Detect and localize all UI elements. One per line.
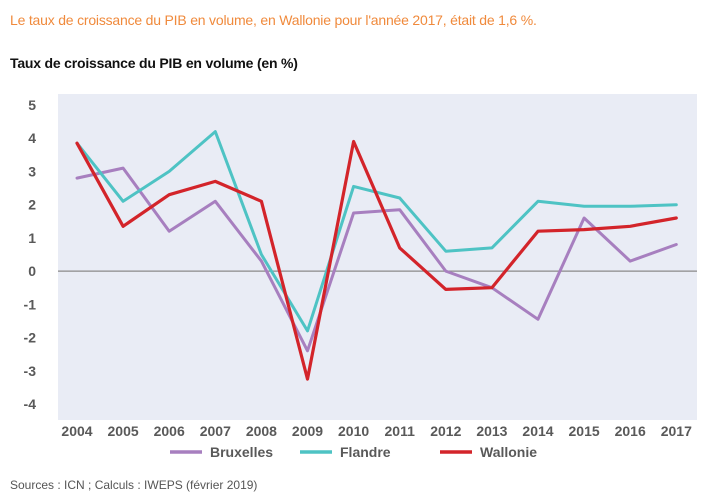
x-tick-label: 2014: [522, 423, 553, 439]
y-tick-label: 4: [28, 130, 36, 146]
y-tick-label: -1: [24, 296, 37, 312]
x-tick-label: 2009: [292, 423, 323, 439]
y-tick-label: -4: [24, 396, 37, 412]
series-line-wallonie: [75, 139, 678, 381]
y-tick-label: -2: [24, 330, 37, 346]
x-tick-label: 2015: [569, 423, 600, 439]
x-tick-label: 2012: [430, 423, 461, 439]
x-tick-label: 2005: [108, 423, 139, 439]
legend-label: Bruxelles: [210, 444, 273, 460]
y-tick-label: 1: [28, 230, 36, 246]
x-tick-label: 2008: [246, 423, 277, 439]
page-headline: Le taux de croissance du PIB en volume, …: [10, 12, 537, 28]
x-tick-label: 2011: [385, 423, 416, 439]
plot-background: [58, 94, 697, 420]
x-tick-label: 2017: [661, 423, 692, 439]
y-tick-label: -3: [24, 363, 37, 379]
y-tick-label: 2: [28, 197, 36, 213]
legend-label: Wallonie: [480, 444, 537, 460]
source-note: Sources : ICN ; Calculs : IWEPS (février…: [10, 478, 258, 492]
series-line-bruxelles: [75, 166, 678, 353]
x-tick-label: 2004: [61, 423, 92, 439]
legend-label: Flandre: [340, 444, 391, 460]
y-tick-label: 5: [28, 97, 36, 113]
x-tick-label: 2007: [200, 423, 231, 439]
chart-title: Taux de croissance du PIB en volume (en …: [10, 55, 298, 71]
line-chart: 5 4 3 2 1 0 -1 -2 -3 -4 2004 2005 2006 2007 2008 2009 2…: [24, 94, 697, 460]
x-tick-label: 2006: [154, 423, 185, 439]
x-tick-label: 2016: [615, 423, 646, 439]
y-tick-label: 0: [28, 263, 36, 279]
x-tick-label: 2013: [476, 423, 507, 439]
x-tick-label: 2010: [338, 423, 369, 439]
y-tick-label: 3: [28, 163, 36, 179]
